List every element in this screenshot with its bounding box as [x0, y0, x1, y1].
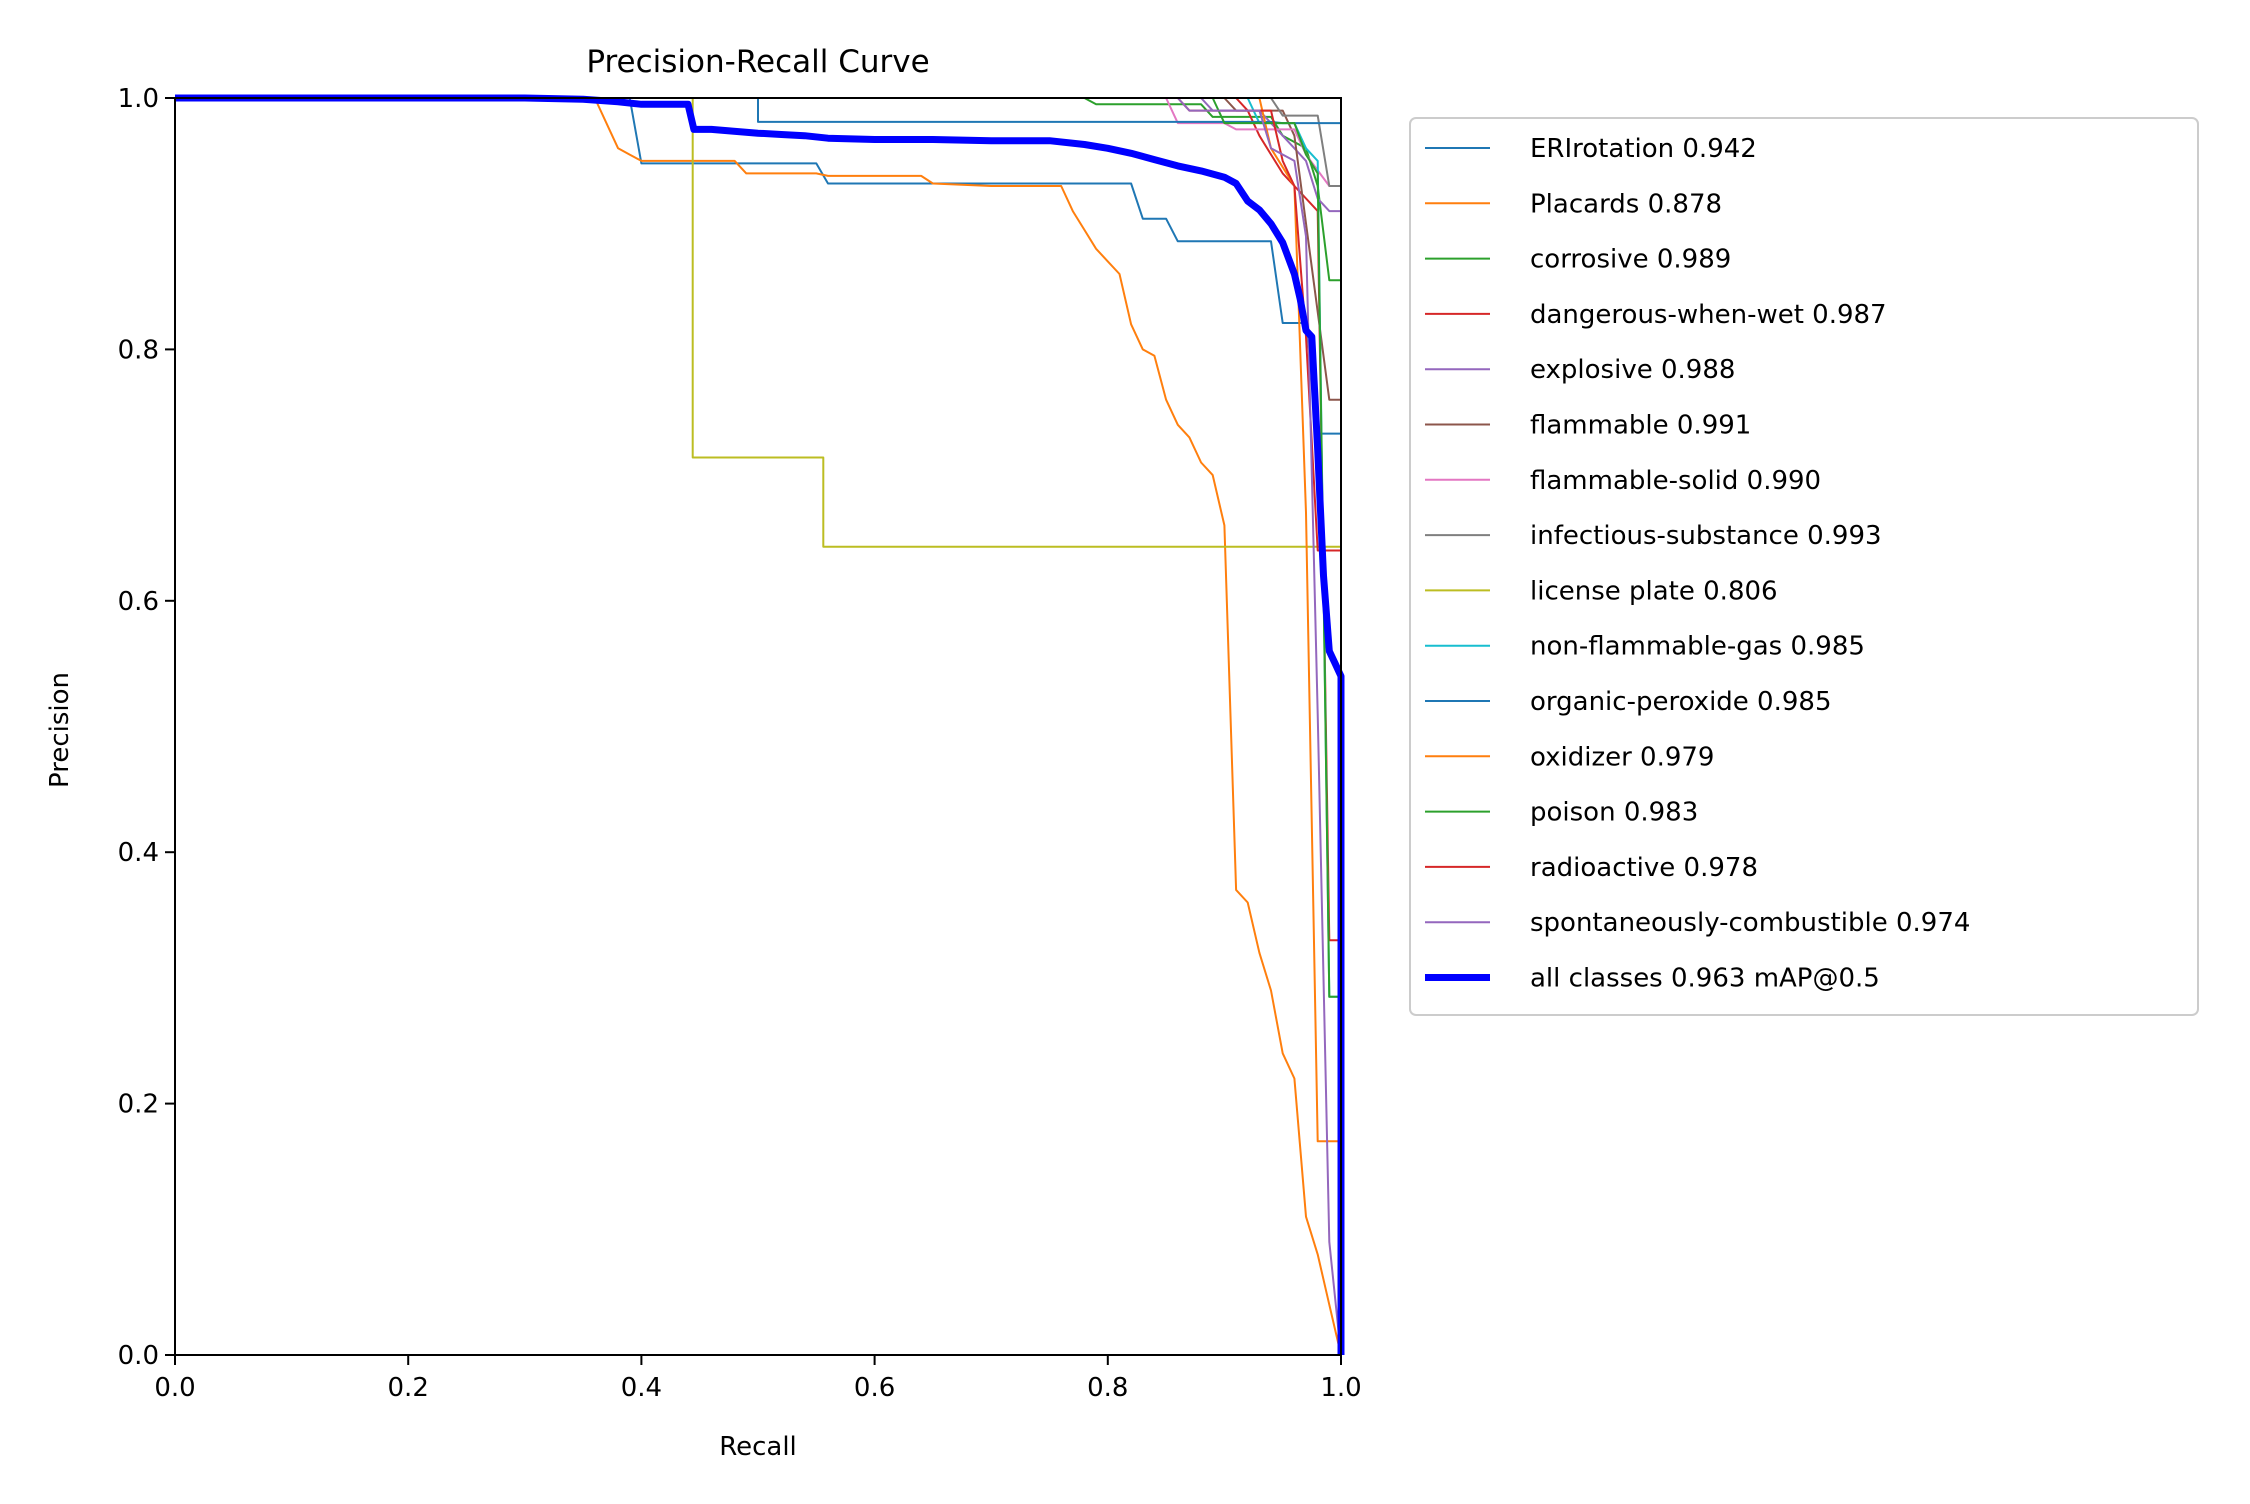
y-axis-label: Precision [45, 672, 75, 788]
legend-label-poison-0-983: poison 0.983 [1530, 798, 1698, 828]
y-tick-label: 0.4 [118, 838, 159, 868]
x-tick-label: 0.8 [1087, 1373, 1128, 1403]
x-tick-label: 1.0 [1320, 1373, 1361, 1403]
plot-frame [174, 97, 1342, 1356]
legend-label-oxidizer-0-979: oxidizer 0.979 [1530, 742, 1714, 772]
legend-label-placards-0-878: Placards 0.878 [1530, 189, 1722, 219]
series-line-oxidizer-0-979 [175, 97, 1342, 1355]
x-tick-label: 0.2 [388, 1373, 429, 1403]
legend-label-radioactive-0-978: radioactive 0.978 [1530, 853, 1758, 883]
series-line-spontaneously-combustible-0-974 [175, 97, 1342, 1356]
legend: ERIrotation 0.942 Placards 0.878 corrosive… [1409, 117, 2199, 1016]
legend-label-corrosive-0-989: corrosive 0.989 [1530, 245, 1731, 275]
y-tick-label: 0.8 [118, 335, 159, 365]
legend-label-explosive-0-988: explosive 0.988 [1530, 355, 1735, 385]
legend-label-flammable-solid-0-990: flammable-solid 0.990 [1530, 466, 1821, 496]
x-axis-label: Recall [719, 1432, 797, 1462]
legend-label-spontaneously-combustible-0-974: spontaneously-combustible 0.974 [1530, 908, 1970, 938]
y-tick-label: 0.6 [118, 587, 159, 617]
series-line-corrosive-0-989 [175, 97, 1342, 1355]
x-tick-label: 0.0 [154, 1373, 195, 1403]
y-tick-label: 0.2 [118, 1090, 159, 1120]
series-line-all-classes-0-963-map-0-5 [175, 94, 1345, 1355]
legend-label-license-plate-0-806: license plate 0.806 [1530, 576, 1778, 606]
legend-label-flammable-0-991: flammable 0.991 [1530, 411, 1751, 441]
x-tick-label: 0.4 [621, 1373, 662, 1403]
legend-label-infectious-substance-0-993: infectious-substance 0.993 [1530, 521, 1882, 551]
legend-label-non-flammable-gas-0-985: non-flammable-gas 0.985 [1530, 632, 1865, 662]
legend-frame [1409, 117, 2199, 1016]
y-axis-ticks: 0.0 0.2 0.4 0.6 0.8 1.0 [118, 84, 175, 1371]
x-axis-ticks: 0.0 0.2 0.4 0.6 0.8 1.0 [154, 1355, 1362, 1403]
series-line-radioactive-0-978 [175, 97, 1342, 1355]
x-tick-label: 0.6 [854, 1373, 895, 1403]
legend-label-dangerous-when-wet-0-987: dangerous-when-wet 0.987 [1530, 300, 1887, 330]
y-tick-label: 0.0 [118, 1341, 159, 1371]
series-line-poison-0-983 [175, 97, 1342, 1355]
legend-label-erirotation-0-942: ERIrotation 0.942 [1530, 134, 1757, 164]
series-line-placards-0-878 [175, 97, 1342, 1356]
y-tick-label: 1.0 [118, 84, 159, 114]
chart-title: Precision-Recall Curve [586, 44, 929, 80]
legend-label-all-classes-0-963-map-0-5: all classes 0.963 mAP@0.5 [1530, 964, 1880, 994]
legend-label-organic-peroxide-0-985: organic-peroxide 0.985 [1530, 687, 1832, 717]
series-line-explosive-0-988 [175, 97, 1342, 1355]
